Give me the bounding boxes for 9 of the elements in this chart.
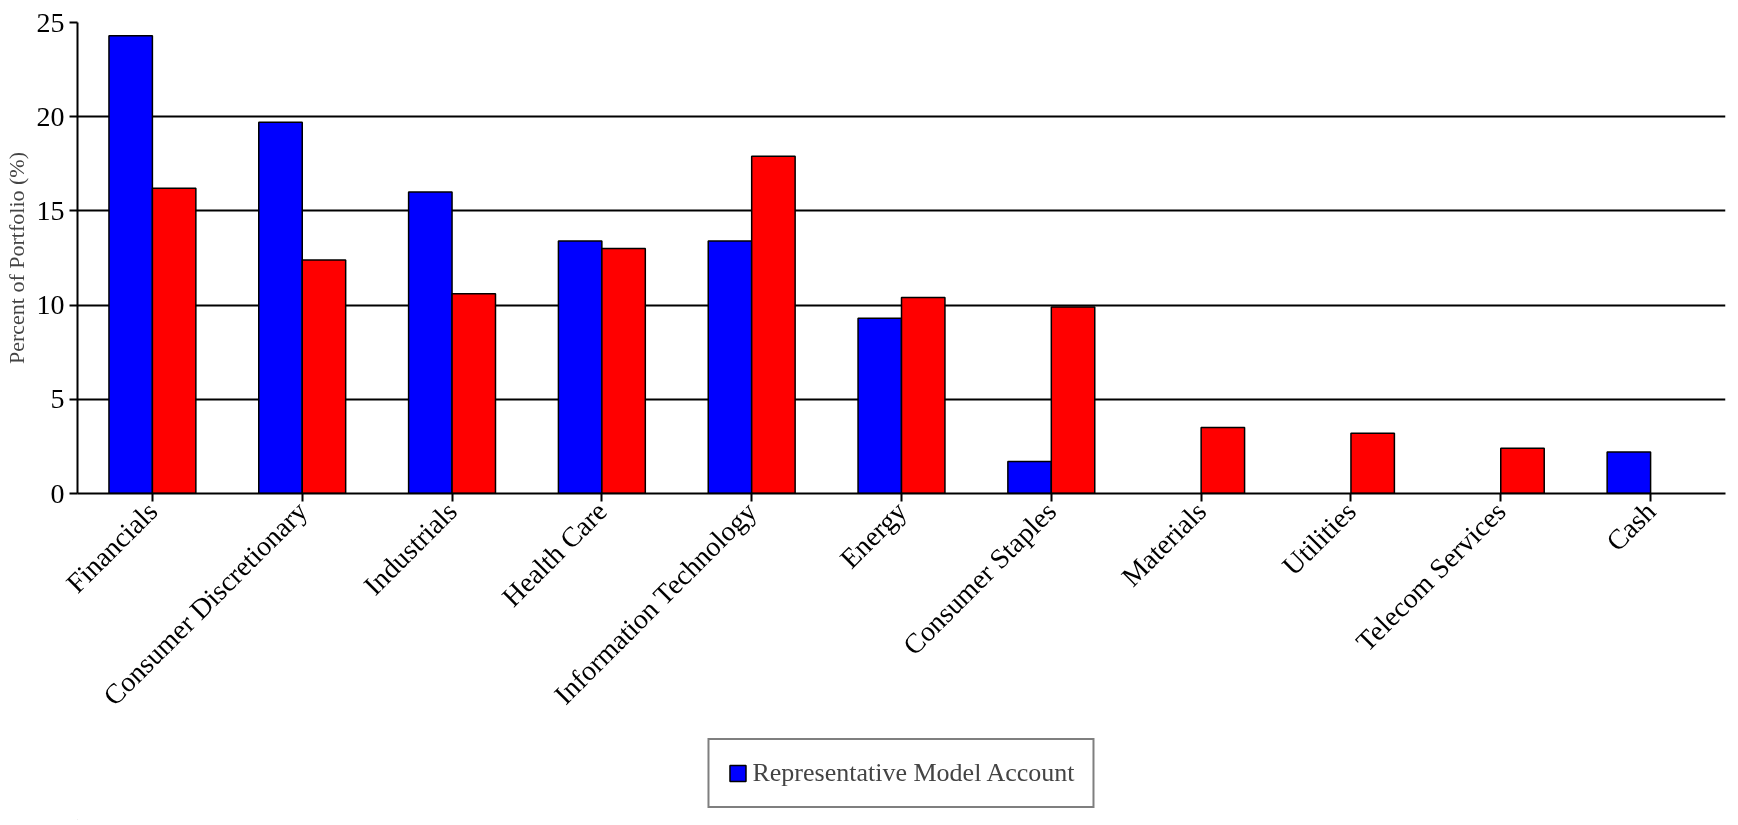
x-tick-label: Cash (1600, 495, 1662, 558)
y-tick-label: 5 (50, 383, 65, 415)
y-tick-label: 10 (36, 289, 65, 321)
y-tick-label: 0 (50, 477, 65, 509)
y-tick-label: 20 (36, 100, 65, 132)
y-tick-label: 15 (36, 194, 65, 226)
y-axis-title: Percent of Portfolio (%) (3, 152, 29, 364)
legend-label: Representative Model Account (752, 757, 1075, 788)
y-tick-label: 25 (36, 6, 65, 38)
